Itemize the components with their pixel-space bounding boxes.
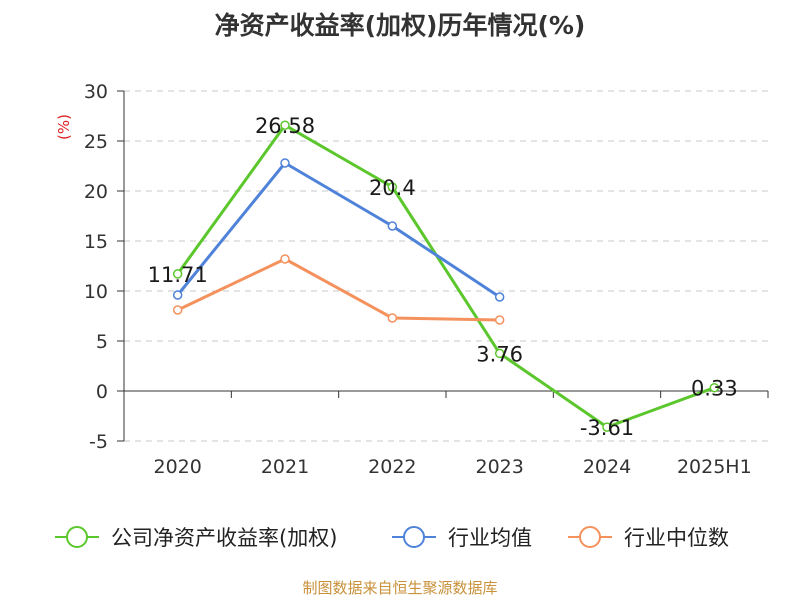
y-tick-label: 5 [96,331,108,353]
x-tick-label: 2025H1 [677,456,752,478]
data-point [602,422,612,432]
legend-label: 行业中位数 [624,526,729,550]
data-point [709,382,720,393]
y-tick-label: -5 [89,431,108,453]
chart-title: 净资产收益率(加权)历年情况(%) [214,11,586,40]
legend-marker [403,526,425,548]
data-point [494,292,505,302]
data-label: 3.76 [476,342,523,366]
x-tick-label: 2020 [153,456,201,478]
legend-label: 行业均值 [448,526,532,550]
series-line-2 [177,257,500,322]
y-tick-label: 10 [84,281,108,303]
y-tick-label: 20 [84,181,108,203]
series-line-0 [176,123,715,429]
data-label: 20.4 [369,176,416,200]
data-label: 11.71 [148,263,208,287]
legend-marker [579,526,601,548]
axes: -5 0 5 10 15 20 25 30 2020 2021 2022 2023 2024 2025H1 [84,81,769,478]
data-point [172,290,183,300]
data-point [387,182,398,192]
legend: 公司净资产收益率(加权) 行业均值 行业中位数 [55,526,729,550]
data-point [387,221,398,231]
data-point [387,313,398,323]
data-point [280,120,290,130]
y-tick-label: 0 [96,381,108,403]
data-point [172,305,183,315]
data-point [172,269,183,279]
data-label: 0.33 [691,377,738,401]
legend-marker [66,526,88,548]
grid-lines [124,90,768,442]
x-tick-label: 2023 [475,456,523,478]
data-point [280,254,290,264]
y-tick-label: 15 [84,231,108,253]
y-tick-label: 30 [84,81,108,103]
series-line-1 [176,161,501,299]
legend-label: 公司净资产收益率(加权) [111,526,337,550]
data-point [494,315,505,325]
source-note: 制图数据来自恒生聚源数据库 [302,579,498,597]
y-tick-label: 25 [84,131,108,153]
y-axis-unit-label: (%) [55,114,73,140]
data-point [280,158,290,168]
series-layer [172,120,720,432]
data-label: 26.58 [255,114,315,138]
x-tick-label: 2022 [368,456,416,478]
data-point [494,348,505,359]
x-tick-label: 2024 [583,456,631,478]
data-labels: 11.71 26.58 20.4 3.76 -3.61 0.33 [148,114,738,440]
x-tick-label: 2021 [261,456,309,478]
data-label: -3.61 [580,416,634,440]
